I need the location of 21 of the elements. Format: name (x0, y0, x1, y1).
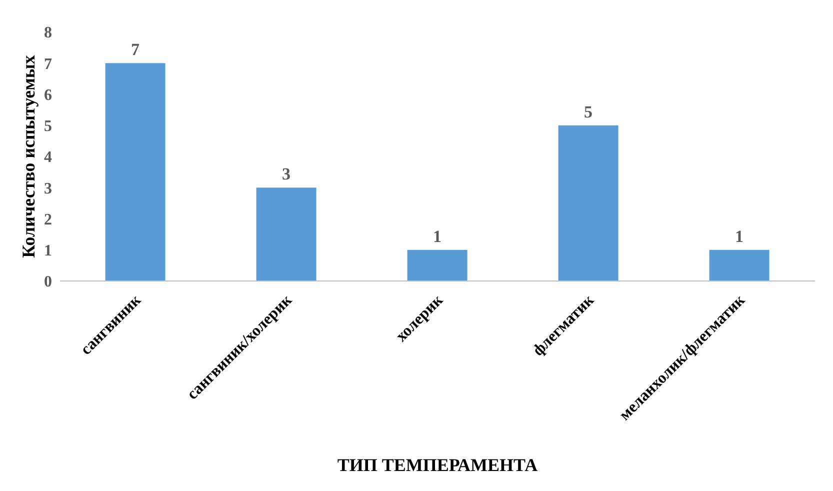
data-label: 1 (433, 226, 442, 246)
y-axis-title: Количество испытуемых (18, 55, 38, 258)
data-label: 3 (282, 164, 291, 184)
y-tick-label: 1 (44, 242, 52, 260)
data-label: 5 (584, 102, 593, 122)
y-tick-label: 0 (44, 274, 52, 291)
y-tick-label: 2 (44, 211, 52, 228)
x-axis-title: ТИП ТЕМПЕРАМЕНТА (337, 455, 538, 475)
bar (256, 188, 316, 281)
bar (105, 63, 166, 281)
data-label: 7 (131, 40, 140, 60)
y-tick-label: 7 (44, 56, 52, 73)
y-tick-label: 6 (44, 86, 52, 104)
y-tick-label: 3 (44, 180, 52, 198)
y-tick-label: 8 (44, 24, 52, 42)
bar (709, 250, 770, 281)
y-tick-label: 5 (44, 118, 52, 136)
bar (407, 250, 468, 281)
y-tick-label: 4 (44, 149, 52, 166)
data-label: 1 (735, 226, 744, 246)
bar (558, 125, 618, 281)
